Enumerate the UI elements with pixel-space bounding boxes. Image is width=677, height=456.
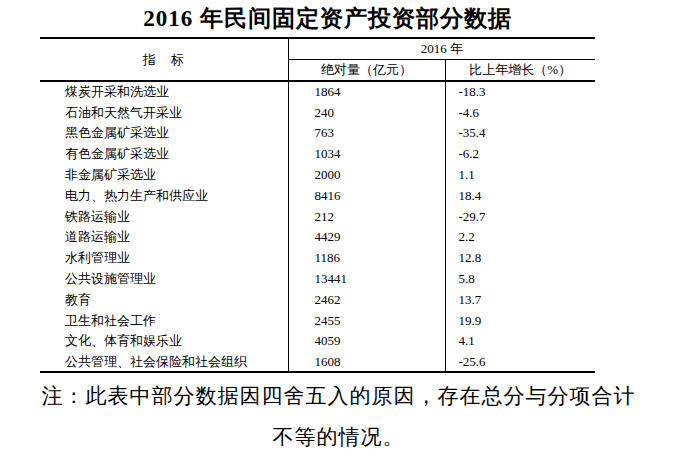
indicator-cell: 有色金属矿采选业 — [40, 143, 288, 164]
absolute-value-cell: 8416 — [288, 185, 445, 206]
column-header-indicator: 指 标 — [40, 38, 288, 81]
table-row: 有色金属矿采选业 1034 -6.2 — [40, 143, 595, 164]
absolute-value-cell: 2000 — [288, 164, 445, 185]
absolute-value-cell: 212 — [288, 206, 445, 227]
absolute-value-cell: 2455 — [288, 310, 445, 331]
growth-value-cell: 19.9 — [445, 310, 595, 331]
absolute-value-cell: 4059 — [288, 331, 445, 352]
indicator-cell: 石油和天然气开采业 — [40, 102, 288, 123]
table-row: 公共设施管理业 13441 5.8 — [40, 268, 595, 289]
page-title: 2016 年民间固定资产投资部分数据 — [10, 3, 645, 34]
indicator-cell: 黑色金属矿采选业 — [40, 123, 288, 144]
indicator-cell: 文化、体育和娱乐业 — [40, 331, 288, 352]
column-group-header-year: 2016 年 — [288, 38, 595, 59]
table-row: 煤炭开采和洗选业 1864 -18.3 — [40, 81, 595, 102]
absolute-value-cell: 763 — [288, 123, 445, 144]
column-header-absolute: 绝对量（亿元） — [288, 59, 445, 81]
growth-value-cell: 1.1 — [445, 164, 595, 185]
table-header: 指 标 2016 年 绝对量（亿元） 比上年增长（%） — [40, 38, 595, 81]
growth-value-cell: -29.7 — [445, 206, 595, 227]
growth-value-cell: 13.7 — [445, 289, 595, 310]
table-row: 非金属矿采选业 2000 1.1 — [40, 164, 595, 185]
footnote-line-1: 注：此表中部分数据因四舍五入的原因，存在总分与分项合计 — [0, 376, 677, 417]
column-header-growth: 比上年增长（%） — [445, 59, 595, 81]
table-row: 道路运输业 4429 2.2 — [40, 227, 595, 248]
table-row: 铁路运输业 212 -29.7 — [40, 206, 595, 227]
growth-value-cell: -35.4 — [445, 123, 595, 144]
absolute-value-cell: 2462 — [288, 289, 445, 310]
indicator-cell: 非金属矿采选业 — [40, 164, 288, 185]
absolute-value-cell: 1864 — [288, 81, 445, 102]
table-row: 石油和天然气开采业 240 -4.6 — [40, 102, 595, 123]
indicator-cell: 公共设施管理业 — [40, 268, 288, 289]
data-table: 指 标 2016 年 绝对量（亿元） 比上年增长（%） 煤炭开采和洗选业 186… — [40, 37, 595, 373]
growth-value-cell: 5.8 — [445, 268, 595, 289]
table-row: 电力、热力生产和供应业 8416 18.4 — [40, 185, 595, 206]
indicator-cell: 煤炭开采和洗选业 — [40, 81, 288, 102]
indicator-cell: 卫生和社会工作 — [40, 310, 288, 331]
table-row: 黑色金属矿采选业 763 -35.4 — [40, 123, 595, 144]
growth-value-cell: -18.3 — [445, 81, 595, 102]
growth-value-cell: -6.2 — [445, 143, 595, 164]
indicator-cell: 水利管理业 — [40, 247, 288, 268]
growth-value-cell: 12.8 — [445, 247, 595, 268]
indicator-cell: 教育 — [40, 289, 288, 310]
growth-value-cell: -4.6 — [445, 102, 595, 123]
indicator-cell: 道路运输业 — [40, 227, 288, 248]
absolute-value-cell: 1186 — [288, 247, 445, 268]
table-row: 公共管理、社会保险和社会组织 1608 -25.6 — [40, 351, 595, 372]
growth-value-cell: 4.1 — [445, 331, 595, 352]
footnote-line-2: 不等的情况。 — [0, 417, 677, 456]
indicator-cell: 电力、热力生产和供应业 — [40, 185, 288, 206]
table-row: 文化、体育和娱乐业 4059 4.1 — [40, 331, 595, 352]
absolute-value-cell: 240 — [288, 102, 445, 123]
indicator-cell: 公共管理、社会保险和社会组织 — [40, 351, 288, 372]
absolute-value-cell: 13441 — [288, 268, 445, 289]
growth-value-cell: 18.4 — [445, 185, 595, 206]
document-page: 2016 年民间固定资产投资部分数据 指 标 2016 年 绝对量（亿元） 比上… — [0, 0, 677, 456]
growth-value-cell: 2.2 — [445, 227, 595, 248]
growth-value-cell: -25.6 — [445, 351, 595, 372]
absolute-value-cell: 1034 — [288, 143, 445, 164]
footnote: 注：此表中部分数据因四舍五入的原因，存在总分与分项合计 不等的情况。 — [0, 376, 677, 456]
absolute-value-cell: 1608 — [288, 351, 445, 372]
table-row: 卫生和社会工作 2455 19.9 — [40, 310, 595, 331]
table-row: 教育 2462 13.7 — [40, 289, 595, 310]
absolute-value-cell: 4429 — [288, 227, 445, 248]
indicator-cell: 铁路运输业 — [40, 206, 288, 227]
table-row: 水利管理业 1186 12.8 — [40, 247, 595, 268]
